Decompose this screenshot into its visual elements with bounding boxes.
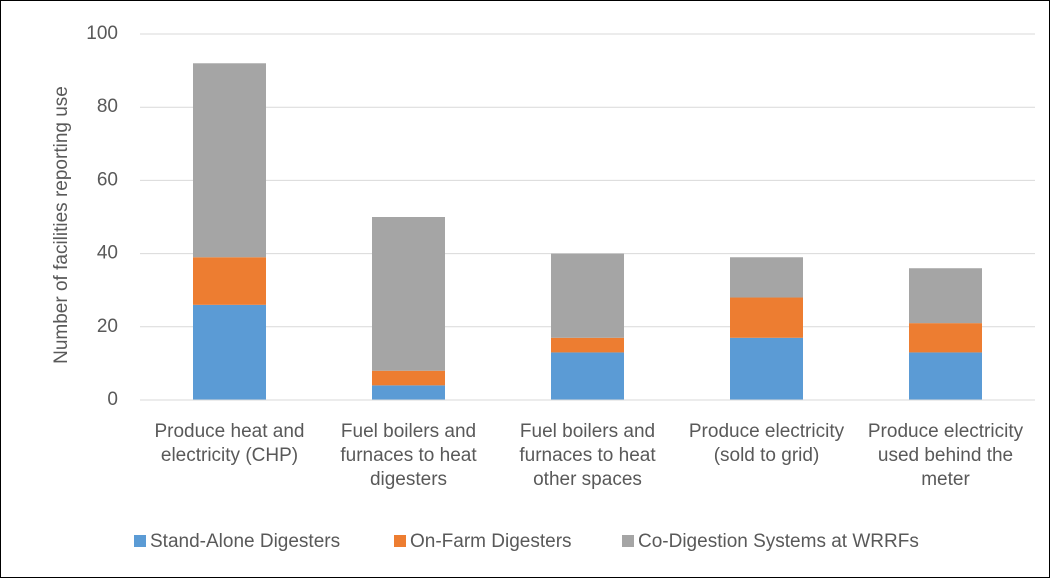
x-tick-label: Produce electricity used behind the mete… [867, 421, 1024, 490]
bar-segment [372, 217, 445, 371]
bar-segment [372, 385, 445, 400]
legend-label: On-Farm Digesters [410, 531, 572, 552]
x-tick-label: Fuel boilers and furnaces to heat digest… [340, 421, 477, 490]
legend-label: Co-Digestion Systems at WRRFs [638, 531, 919, 552]
bar-segment [730, 297, 803, 338]
legend-label: Stand-Alone Digesters [150, 531, 340, 552]
legend-swatch [394, 535, 406, 547]
bar-segment [193, 63, 266, 258]
bar-segment [372, 370, 445, 386]
bar-segment [193, 257, 266, 305]
y-tick-label: 60 [97, 169, 118, 190]
legend-swatch [134, 535, 146, 547]
bar-segment [730, 257, 803, 298]
bar-segment [909, 352, 982, 400]
y-tick-label: 100 [86, 23, 118, 44]
bar-segment [551, 352, 624, 400]
bar-segment [909, 323, 982, 353]
y-tick-label: 0 [107, 389, 118, 410]
bar-segment [193, 304, 266, 400]
x-tick-label: Fuel boilers and furnaces to heat other … [519, 421, 656, 490]
y-tick-label: 20 [97, 316, 118, 337]
x-tick-label: Produce heat and electricity (CHP) [154, 421, 305, 466]
y-tick-label: 80 [97, 96, 118, 117]
legend-swatch [622, 535, 634, 547]
y-tick-label: 40 [97, 243, 118, 264]
bar-segment [551, 337, 624, 353]
bar-segment [551, 253, 624, 338]
y-axis-label: Number of facilities reporting use [51, 86, 72, 364]
bar-segment [730, 337, 803, 400]
x-tick-label: Produce electricity (sold to grid) [688, 421, 845, 466]
bar-segment [909, 268, 982, 324]
